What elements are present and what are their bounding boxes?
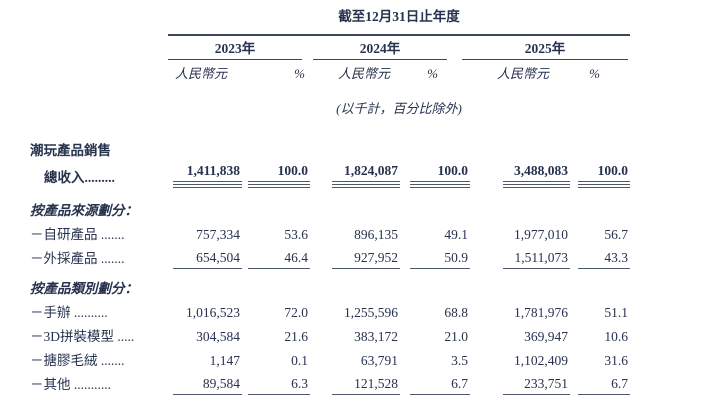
value-2025-pct: 56.7 — [604, 227, 628, 242]
value-2025-rmb: 1,781,976 — [514, 305, 568, 320]
year-header-row: 2023年 2024年 2025年 — [30, 36, 630, 60]
period-header-row: 截至12月31日止年度 — [30, 8, 630, 36]
value-2024-rmb: 927,952 — [332, 248, 400, 269]
percent-header-2024: % — [427, 66, 438, 81]
value-2024-pct: 6.7 — [410, 374, 470, 395]
row-others: －其他 ........... 89,584 6.3 121,528 6.7 2… — [30, 371, 630, 395]
percent-header-2023: % — [294, 66, 305, 81]
value-2024-pct: 50.9 — [410, 248, 470, 269]
double-rule — [410, 184, 470, 188]
value-2024-rmb: 1,255,596 — [344, 305, 398, 320]
value-2025-rmb: 1,511,073 — [503, 248, 570, 269]
row-label: 按產品類別劃分： — [30, 281, 138, 296]
double-rule — [503, 184, 570, 188]
value-2024-rmb: 1,824,087 — [332, 161, 400, 182]
value-2025-rmb: 1,977,010 — [514, 227, 568, 242]
row-by-category-header: 按產品類別劃分： — [30, 275, 630, 299]
value-2024-rmb: 896,135 — [354, 227, 398, 242]
value-2025-pct: 10.6 — [604, 329, 628, 344]
value-2023-pct: 53.6 — [284, 227, 308, 242]
value-2023-pct: 6.3 — [248, 374, 310, 395]
value-2025-rmb: 3,488,083 — [503, 161, 570, 182]
subcolumn-header-row: 人民幣元 % 人民幣元 % 人民幣元 % — [30, 60, 630, 81]
value-2024-pct: 21.0 — [444, 329, 468, 344]
value-2024-pct: 68.8 — [444, 305, 468, 320]
row-self-developed: －自研產品 ....... 757,334 53.6 896,135 49.1 … — [30, 221, 630, 245]
value-2024-rmb: 121,528 — [332, 374, 400, 395]
period-header: 截至12月31日止年度 — [168, 8, 630, 36]
value-2023-rmb: 757,334 — [196, 227, 240, 242]
value-2025-pct: 100.0 — [578, 161, 630, 182]
value-2025-rmb: 233,751 — [503, 374, 570, 395]
row-3d-models: －3D拼裝模型 ..... 304,584 21.6 383,172 21.0 … — [30, 323, 630, 347]
value-2023-pct: 46.4 — [248, 248, 310, 269]
value-2023-pct: 21.6 — [284, 329, 308, 344]
value-2025-pct: 31.6 — [604, 353, 628, 368]
row-label: 總收入......... — [44, 170, 115, 185]
row-group-sales: 潮玩產品銷售 — [30, 137, 630, 161]
unit-note-row: (以千計，百分比除外) — [30, 81, 630, 117]
value-2025-pct: 51.1 — [604, 305, 628, 320]
year-header-2023: 2023年 — [168, 36, 302, 60]
value-2024-rmb: 383,172 — [354, 329, 398, 344]
currency-header-2024: 人民幣元 — [338, 66, 391, 81]
currency-header-2025: 人民幣元 — [497, 66, 550, 81]
financial-table: 截至12月31日止年度 2023年 2024年 2025年 人民幣元 % 人民幣… — [30, 8, 630, 395]
value-2023-pct: 100.0 — [248, 161, 310, 182]
value-2025-pct: 43.3 — [578, 248, 630, 269]
value-2024-rmb: 63,791 — [360, 353, 398, 368]
double-rule — [173, 184, 242, 188]
percent-header-2025: % — [589, 66, 600, 81]
value-2025-rmb: 1,102,409 — [514, 353, 568, 368]
value-2025-rmb: 369,947 — [524, 329, 568, 344]
row-label: －搪膠毛絨 ....... — [30, 353, 125, 368]
row-total-revenue: 總收入......... 1,411,838 100.0 1,824,087 1… — [30, 161, 630, 188]
value-2023-rmb: 654,504 — [173, 248, 242, 269]
value-2023-rmb: 304,584 — [196, 329, 240, 344]
row-label: 潮玩產品銷售 — [30, 143, 111, 158]
row-label: 按產品來源劃分： — [30, 203, 138, 218]
value-2023-rmb: 89,584 — [173, 374, 242, 395]
row-figures: －手辦 .......... 1,016,523 72.0 1,255,596 … — [30, 299, 630, 323]
value-2023-rmb: 1,411,838 — [173, 161, 242, 182]
value-2024-pct: 3.5 — [451, 353, 468, 368]
row-by-source-header: 按產品來源劃分： — [30, 197, 630, 221]
row-label: －自研產品 ....... — [30, 227, 125, 242]
value-2023-rmb: 1,016,523 — [186, 305, 240, 320]
year-header-2024: 2024年 — [313, 36, 447, 60]
row-label: －手辦 .......... — [30, 305, 108, 320]
value-2024-pct: 100.0 — [410, 161, 470, 182]
value-2023-rmb: 1,147 — [209, 353, 240, 368]
currency-header-2023: 人民幣元 — [175, 66, 228, 81]
unit-note: (以千計，百分比除外) — [336, 101, 462, 116]
row-label: －3D拼裝模型 ..... — [30, 329, 135, 344]
row-outsourced: －外採產品 ....... 654,504 46.4 927,952 50.9 … — [30, 245, 630, 269]
row-vinyl-plush: －搪膠毛絨 ....... 1,147 0.1 63,791 3.5 1,102… — [30, 347, 630, 371]
double-rule — [578, 184, 630, 188]
double-rule — [332, 184, 400, 188]
value-2023-pct: 72.0 — [284, 305, 308, 320]
value-2023-pct: 0.1 — [291, 353, 308, 368]
double-rule — [248, 184, 310, 188]
row-label: －外採產品 ....... — [30, 251, 125, 266]
year-header-2025: 2025年 — [462, 36, 628, 60]
value-2024-pct: 49.1 — [444, 227, 468, 242]
row-label: －其他 ........... — [30, 377, 111, 392]
value-2025-pct: 6.7 — [578, 374, 630, 395]
